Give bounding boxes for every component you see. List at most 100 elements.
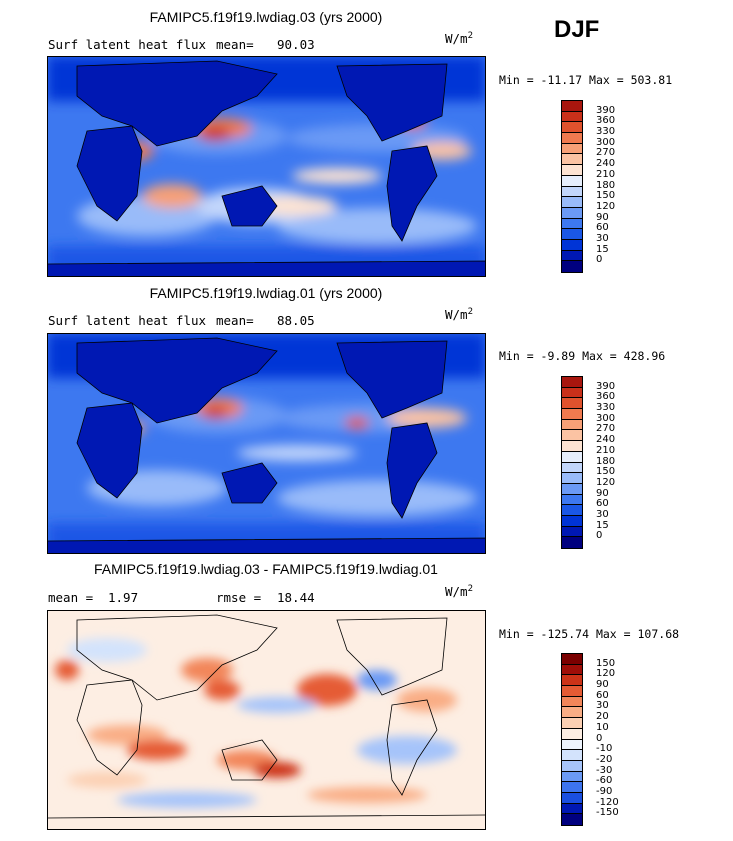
- colorbar-cell: [562, 792, 582, 804]
- colorbar-tick-label: 120: [596, 200, 616, 212]
- panel-2-title: FAMIPC5.f19f19.lwdiag.01 (yrs 2000): [149, 285, 383, 301]
- colorbar-cell: [562, 122, 582, 134]
- colorbar-cell: [562, 675, 582, 687]
- colorbar-tick-label: 150: [596, 466, 616, 478]
- colorbar-cell: [562, 803, 582, 815]
- panel-3-minmax: Min = -125.74 Max = 107.68: [499, 627, 679, 641]
- colorbar-cell: [562, 728, 582, 740]
- colorbar-cell: [562, 760, 582, 772]
- colorbar-cell: [562, 143, 582, 155]
- panel-1-map: [47, 56, 486, 277]
- colorbar-tick-label: 300: [596, 412, 616, 424]
- colorbar-tick-label: 30: [596, 700, 609, 712]
- panel-3-rmse-label: rmse =: [216, 590, 262, 605]
- colorbar-tick-label: 240: [596, 434, 616, 446]
- colorbar-cell: [562, 186, 582, 198]
- colorbar-tick-label: 240: [596, 158, 616, 170]
- colorbar-cell: [562, 229, 582, 240]
- colorbar-tick-label: -20: [596, 753, 613, 765]
- colorbar-tick-label: 60: [596, 222, 609, 234]
- colorbar-tick-label: 30: [596, 232, 609, 244]
- colorbar-tick-label: 330: [596, 126, 616, 138]
- panel-3-rmse-value: 18.44: [277, 590, 315, 605]
- panel-2-mean-label: mean=: [216, 313, 254, 328]
- colorbar-tick-label: 15: [596, 243, 609, 255]
- panel-1-colorbar: [561, 100, 583, 273]
- colorbar-cell: [562, 207, 582, 219]
- colorbar-cell: [562, 664, 582, 676]
- panel-2-minmax: Min = -9.89 Max = 428.96: [499, 349, 665, 363]
- colorbar-cell: [562, 441, 582, 452]
- colorbar-tick-label: -60: [596, 775, 613, 787]
- colorbar-tick-label: -30: [596, 764, 613, 776]
- colorbar-cell: [562, 782, 582, 793]
- colorbar-cell: [562, 101, 582, 112]
- panel-1-max: Max = 503.81: [589, 73, 673, 87]
- colorbar-tick-label: 330: [596, 402, 616, 414]
- colorbar-tick-label: 180: [596, 455, 616, 467]
- colorbar-cell: [562, 377, 582, 388]
- colorbar-tick-label: -150: [596, 807, 619, 819]
- panel-1-mean-value: 90.03: [277, 37, 315, 52]
- colorbar-cell: [562, 409, 582, 420]
- colorbar-cell: [562, 111, 582, 123]
- colorbar-cell: [562, 387, 582, 399]
- colorbar-cell: [562, 771, 582, 783]
- colorbar-cell: [562, 239, 582, 251]
- colorbar-tick-label: 180: [596, 179, 616, 191]
- colorbar-tick-label: -120: [596, 796, 619, 808]
- colorbar-tick-label: 20: [596, 711, 609, 723]
- colorbar-tick-label: 210: [596, 444, 616, 456]
- colorbar-cell: [562, 197, 582, 208]
- colorbar-cell: [562, 494, 582, 506]
- colorbar-tick-label: 150: [596, 657, 616, 669]
- colorbar-tick-label: 390: [596, 104, 616, 116]
- panel-1-minmax: Min = -11.17 Max = 503.81: [499, 73, 672, 87]
- colorbar-cell: [562, 526, 582, 538]
- colorbar-tick-label: 120: [596, 476, 616, 488]
- colorbar-cell: [562, 686, 582, 697]
- panel-1-units: W/m2: [445, 31, 473, 47]
- colorbar-cell: [562, 707, 582, 719]
- colorbar-cell: [562, 505, 582, 516]
- colorbar-tick-label: 10: [596, 721, 609, 733]
- panel-1-variable: Surf latent heat flux: [48, 37, 207, 52]
- colorbar-tick-label: 360: [596, 391, 616, 403]
- colorbar-cell: [562, 154, 582, 166]
- panel-2-max: Max = 428.96: [582, 349, 666, 363]
- panel-2-mean-value: 88.05: [277, 313, 315, 328]
- colorbar-cell: [562, 739, 582, 751]
- panel-3-units: W/m2: [445, 584, 473, 600]
- panel-3-max: Max = 107.68: [595, 627, 680, 641]
- panel-2-map: [47, 333, 486, 554]
- colorbar-cell: [562, 515, 582, 527]
- panel-3-mean-label: mean =: [48, 590, 94, 605]
- panel-2-variable: Surf latent heat flux: [48, 313, 207, 328]
- season-label: DJF: [554, 16, 600, 43]
- colorbar-tick-label: 60: [596, 689, 609, 701]
- colorbar-cell: [562, 430, 582, 442]
- colorbar-cell: [562, 537, 582, 548]
- colorbar-cell: [562, 261, 582, 272]
- colorbar-tick-label: 90: [596, 211, 609, 223]
- colorbar-tick-label: 360: [596, 115, 616, 127]
- colorbar-cell: [562, 218, 582, 230]
- panel-3-mean-value: 1.97: [108, 590, 139, 605]
- colorbar-cell: [562, 483, 582, 495]
- colorbar-cell: [562, 750, 582, 761]
- colorbar-cell: [562, 654, 582, 665]
- colorbar-tick-label: 210: [596, 168, 616, 180]
- colorbar-tick-label: -90: [596, 785, 613, 797]
- colorbar-cell: [562, 814, 582, 825]
- colorbar-tick-label: 270: [596, 147, 616, 159]
- colorbar-tick-label: -10: [596, 743, 613, 755]
- panel-2-colorbar: [561, 376, 583, 549]
- panel-2-min: Min = -9.89: [499, 349, 576, 363]
- colorbar-tick-label: 0: [596, 530, 603, 542]
- colorbar-tick-label: 270: [596, 423, 616, 435]
- colorbar-tick-label: 300: [596, 136, 616, 148]
- panel-2-units: W/m2: [445, 307, 473, 323]
- panel-1-mean-label: mean=: [216, 37, 254, 52]
- panel-3-title: FAMIPC5.f19f19.lwdiag.03 - FAMIPC5.f19f1…: [94, 561, 438, 577]
- panel-3-colorbar: [561, 653, 583, 826]
